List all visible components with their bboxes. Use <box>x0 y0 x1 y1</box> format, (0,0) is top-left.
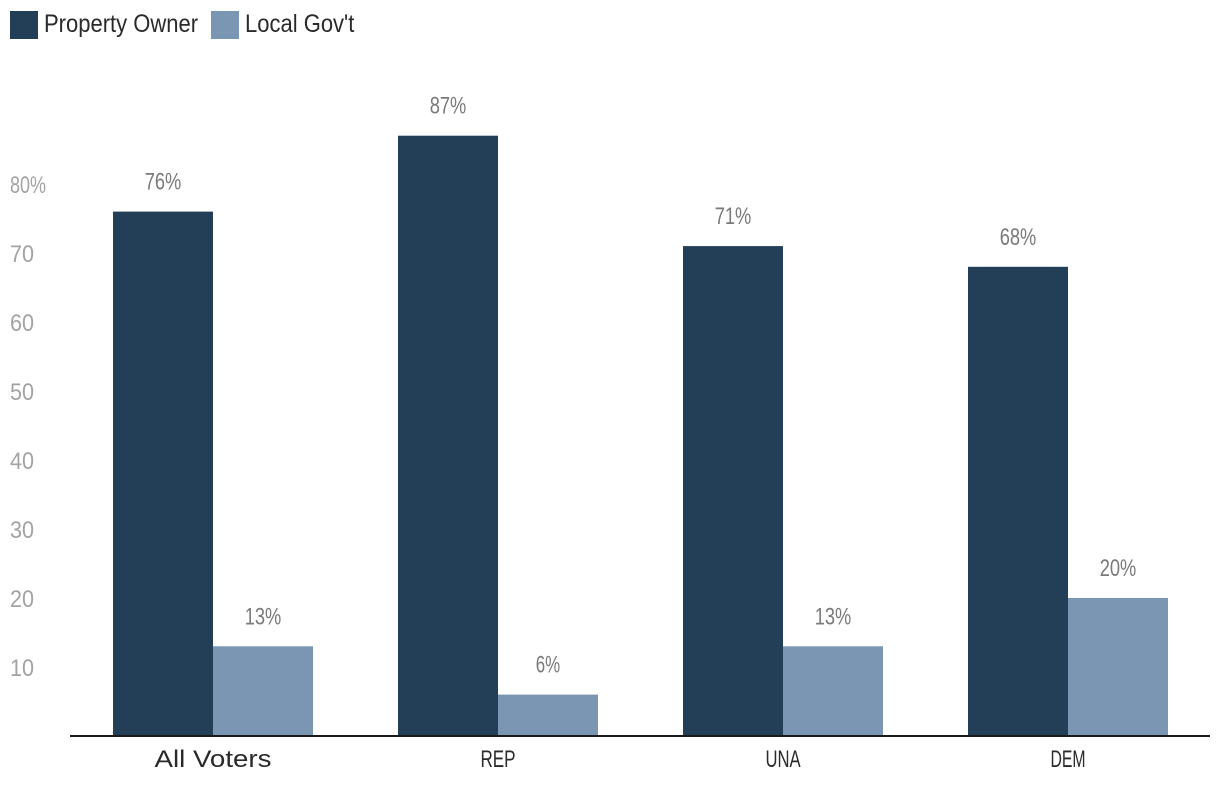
data-label: 87% <box>430 93 467 120</box>
legend-item-local-govt: Local Gov't <box>211 10 354 39</box>
data-label: 13% <box>245 603 282 630</box>
bar-property-owner <box>968 266 1068 736</box>
y-tick-label: 20 <box>10 586 34 613</box>
bar-property-owner <box>398 135 498 736</box>
data-label: 20% <box>1100 555 1137 582</box>
bar-local-govt <box>1068 598 1168 736</box>
y-tick-label: 10 <box>10 655 34 682</box>
x-category-label: All Voters <box>155 746 272 773</box>
data-label: 76% <box>145 169 182 196</box>
bar-local-govt <box>213 646 313 736</box>
y-tick-label: 60 <box>10 310 34 337</box>
legend-item-property-owner: Property Owner <box>10 10 199 39</box>
legend-label-property-owner: Property Owner <box>44 10 199 38</box>
y-tick-label: 50 <box>10 379 34 406</box>
data-label: 68% <box>1000 224 1037 251</box>
data-label: 13% <box>815 603 852 630</box>
bar-property-owner <box>683 246 783 736</box>
x-category-label: UNA <box>765 746 800 773</box>
data-label: 71% <box>715 203 752 230</box>
y-tick-label: 40 <box>10 448 34 475</box>
data-label: 6% <box>536 652 560 679</box>
legend-swatch-local-govt <box>211 10 240 39</box>
legend-label-local-govt: Local Gov't <box>245 10 355 38</box>
legend: Property Owner Local Gov't <box>10 10 361 39</box>
x-category-label: DEM <box>1050 746 1085 773</box>
y-tick-label: 80% <box>10 172 46 199</box>
bar-local-govt <box>498 694 598 736</box>
y-tick-label: 30 <box>10 517 34 544</box>
bar-property-owner <box>113 211 213 737</box>
bar-local-govt <box>783 646 883 736</box>
legend-swatch-property-owner <box>10 10 38 39</box>
y-tick-label: 70 <box>10 241 34 268</box>
x-category-label: REP <box>480 746 515 773</box>
